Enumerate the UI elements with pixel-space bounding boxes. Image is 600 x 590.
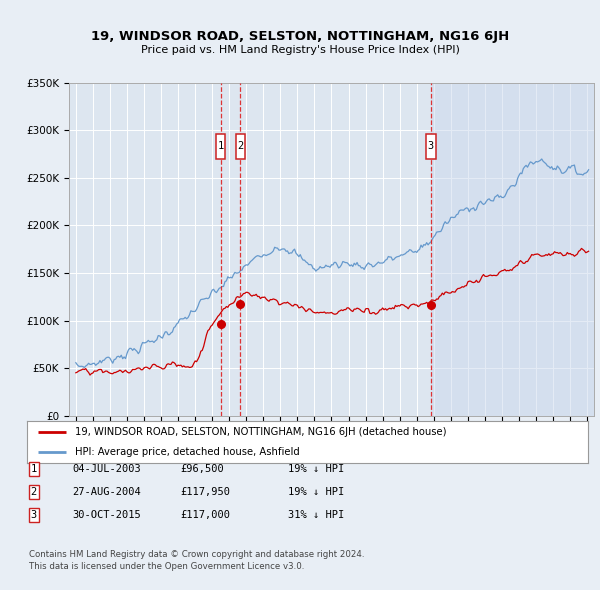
- Text: 19% ↓ HPI: 19% ↓ HPI: [288, 487, 344, 497]
- Text: 2: 2: [237, 142, 244, 152]
- Text: 3: 3: [428, 142, 434, 152]
- Text: 3: 3: [31, 510, 37, 520]
- Text: Contains HM Land Registry data © Crown copyright and database right 2024.: Contains HM Land Registry data © Crown c…: [29, 550, 364, 559]
- Text: 19% ↓ HPI: 19% ↓ HPI: [288, 464, 344, 474]
- Text: 27-AUG-2004: 27-AUG-2004: [72, 487, 141, 497]
- FancyBboxPatch shape: [236, 134, 245, 159]
- Text: 31% ↓ HPI: 31% ↓ HPI: [288, 510, 344, 520]
- Text: £117,950: £117,950: [180, 487, 230, 497]
- Text: 19, WINDSOR ROAD, SELSTON, NOTTINGHAM, NG16 6JH (detached house): 19, WINDSOR ROAD, SELSTON, NOTTINGHAM, N…: [74, 427, 446, 437]
- Text: This data is licensed under the Open Government Licence v3.0.: This data is licensed under the Open Gov…: [29, 562, 304, 571]
- Text: 2: 2: [31, 487, 37, 497]
- Text: 30-OCT-2015: 30-OCT-2015: [72, 510, 141, 520]
- Text: 1: 1: [218, 142, 224, 152]
- Text: 19, WINDSOR ROAD, SELSTON, NOTTINGHAM, NG16 6JH: 19, WINDSOR ROAD, SELSTON, NOTTINGHAM, N…: [91, 30, 509, 43]
- Text: HPI: Average price, detached house, Ashfield: HPI: Average price, detached house, Ashf…: [74, 447, 299, 457]
- FancyBboxPatch shape: [216, 134, 226, 159]
- Text: £117,000: £117,000: [180, 510, 230, 520]
- Bar: [431, 83, 594, 416]
- Text: Price paid vs. HM Land Registry's House Price Index (HPI): Price paid vs. HM Land Registry's House …: [140, 45, 460, 55]
- Text: 04-JUL-2003: 04-JUL-2003: [72, 464, 141, 474]
- FancyBboxPatch shape: [426, 134, 436, 159]
- Text: £96,500: £96,500: [180, 464, 224, 474]
- Text: 1: 1: [31, 464, 37, 474]
